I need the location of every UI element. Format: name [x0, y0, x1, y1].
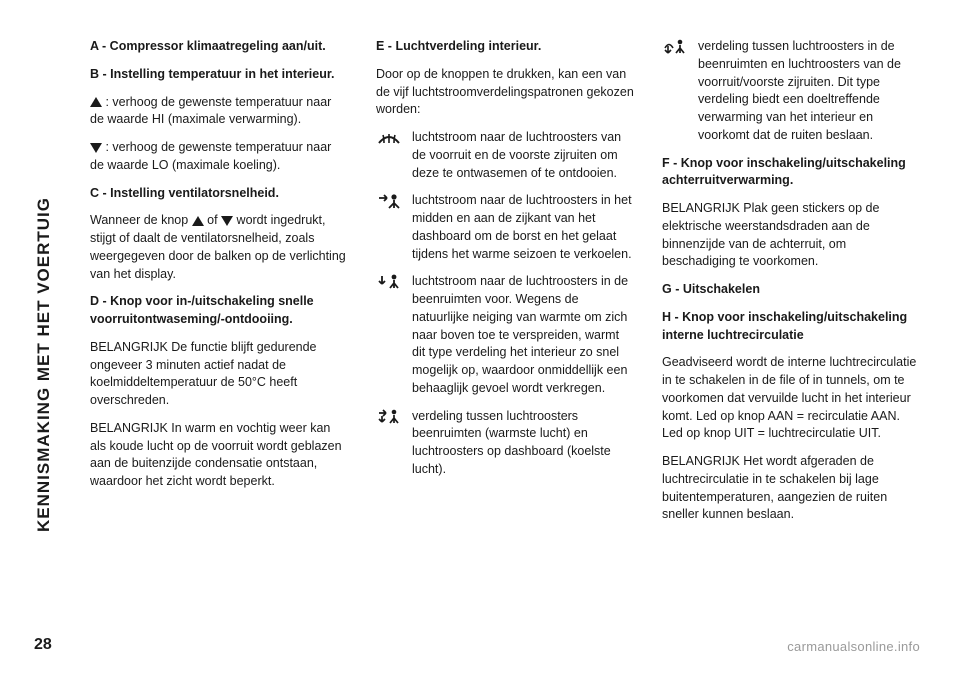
- temp-increase-text: : verhoog de gewenste temperatuur naar d…: [90, 95, 331, 127]
- heading-a: A - Compressor klimaatregeling aan/uit.: [90, 38, 348, 56]
- airflow-item-1: luchtstroom naar de luchtroosters van de…: [376, 129, 634, 182]
- face-vent-icon: [376, 192, 402, 263]
- heading-e: E - Luchtverdeling interieur.: [376, 38, 634, 56]
- temp-decrease-text: : verhoog de gewenste temperatuur naar d…: [90, 140, 331, 172]
- heading-d: D - Knop voor in-/uitschakeling snelle v…: [90, 293, 348, 329]
- airflow-item-2: luchtstroom naar de luchtroosters in het…: [376, 192, 634, 263]
- airflow-item-4-text: verdeling tussen luchtroosters beenruimt…: [412, 408, 634, 479]
- airflow-item-4: verdeling tussen luchtroosters beenruimt…: [376, 408, 634, 479]
- fan-speed-text-b: of: [204, 213, 221, 227]
- defrost-icon: [376, 129, 402, 182]
- recirc-text: Geadviseerd wordt de interne luchtrecirc…: [662, 354, 920, 443]
- heading-b: B - Instelling temperatuur in het interi…: [90, 66, 348, 84]
- airflow-item-3-text: luchtstroom naar de luchtroosters in de …: [412, 273, 634, 397]
- heading-h: H - Knop voor inschakeling/uitschakeling…: [662, 309, 920, 345]
- airflow-item-5: verdeling tussen luchtroosters in de bee…: [662, 38, 920, 145]
- fan-speed-text-a: Wanneer de knop: [90, 213, 192, 227]
- triangle-down-icon-inline: [221, 216, 233, 226]
- important-1: BELANGRIJK De functie blijft gedurende o…: [90, 339, 348, 410]
- content-columns: A - Compressor klimaatregeling aan/uit. …: [90, 38, 920, 608]
- column-3: verdeling tussen luchtroosters in de bee…: [662, 38, 920, 608]
- manual-page: KENNISMAKING MET HET VOERTUIG A - Compre…: [0, 0, 960, 678]
- triangle-up-icon-inline: [192, 216, 204, 226]
- temp-increase-line: : verhoog de gewenste temperatuur naar d…: [90, 94, 348, 130]
- important-3: BELANGRIJK Plak geen stickers op de elek…: [662, 200, 920, 271]
- heading-f: F - Knop voor inschakeling/uitschakeling…: [662, 155, 920, 191]
- important-4: BELANGRIJK Het wordt afgeraden de luchtr…: [662, 453, 920, 524]
- airflow-item-1-text: luchtstroom naar de luchtroosters van de…: [412, 129, 634, 182]
- face-floor-vent-icon: [376, 408, 402, 479]
- e-intro: Door op de knoppen te drukken, kan een v…: [376, 66, 634, 119]
- heading-c: C - Instelling ventilatorsnelheid.: [90, 185, 348, 203]
- page-number: 28: [34, 636, 52, 654]
- important-2: BELANGRIJK In warm en vochtig weer kan a…: [90, 420, 348, 491]
- airflow-item-5-text: verdeling tussen luchtroosters in de bee…: [698, 38, 920, 145]
- column-2: E - Luchtverdeling interieur. Door op de…: [376, 38, 634, 608]
- section-side-tab: KENNISMAKING MET HET VOERTUIG: [34, 32, 62, 532]
- triangle-up-icon: [90, 97, 102, 107]
- airflow-item-3: luchtstroom naar de luchtroosters in de …: [376, 273, 634, 397]
- temp-decrease-line: : verhoog de gewenste temperatuur naar d…: [90, 139, 348, 175]
- footer-source-link: carmanualsonline.info: [787, 639, 920, 654]
- heading-g: G - Uitschakelen: [662, 281, 920, 299]
- column-1: A - Compressor klimaatregeling aan/uit. …: [90, 38, 348, 608]
- floor-vent-icon: [376, 273, 402, 397]
- fan-speed-text: Wanneer de knop of wordt ingedrukt, stij…: [90, 212, 348, 283]
- airflow-item-2-text: luchtstroom naar de luchtroosters in het…: [412, 192, 634, 263]
- floor-defrost-vent-icon: [662, 38, 688, 145]
- triangle-down-icon: [90, 143, 102, 153]
